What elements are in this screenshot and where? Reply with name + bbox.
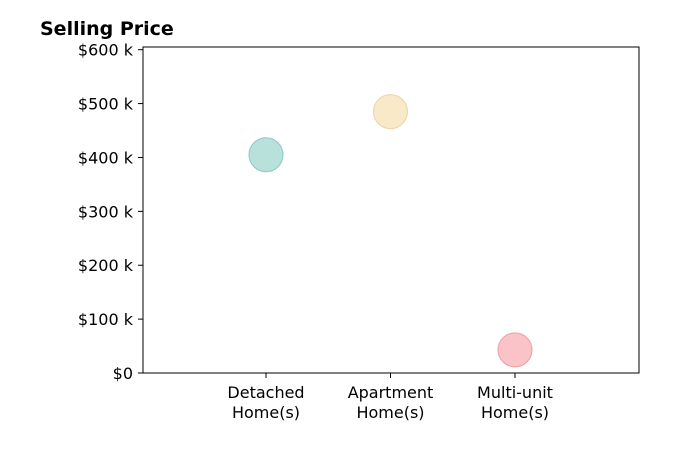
x-tick-label-line: Apartment	[348, 383, 434, 402]
x-tick-label: Multi-unit Home(s)	[477, 383, 553, 422]
x-tick-label-line: Multi-unit	[477, 383, 553, 402]
x-tick-label: Apartment Home(s)	[348, 383, 434, 422]
y-axis: $0 $100 k $200 k $300 k $400 k $500 k $600 k	[78, 41, 143, 383]
data-point	[497, 332, 533, 368]
y-tick-label: $0	[113, 364, 133, 383]
x-tick-label: Detached Home(s)	[227, 383, 304, 422]
y-tick-label: $400 k	[78, 148, 134, 167]
y-tick-label: $300 k	[78, 202, 134, 221]
x-tick-label-line: Home(s)	[356, 403, 424, 422]
data-point	[373, 94, 408, 130]
x-axis: Detached Home(s)Apartment Home(s)Multi-uni…	[227, 373, 553, 422]
data-points	[248, 94, 533, 368]
data-point	[248, 137, 284, 173]
x-tick-label-line: Detached	[227, 383, 304, 402]
y-tick-label: $600 k	[78, 41, 134, 60]
x-tick-label-line: Home(s)	[232, 403, 300, 422]
y-tick-label: $100 k	[78, 310, 134, 329]
chart-title: Selling Price	[40, 18, 174, 40]
y-tick-label: $500 k	[78, 95, 134, 114]
y-tick-label: $200 k	[78, 256, 134, 275]
x-tick-label-line: Home(s)	[481, 403, 549, 422]
